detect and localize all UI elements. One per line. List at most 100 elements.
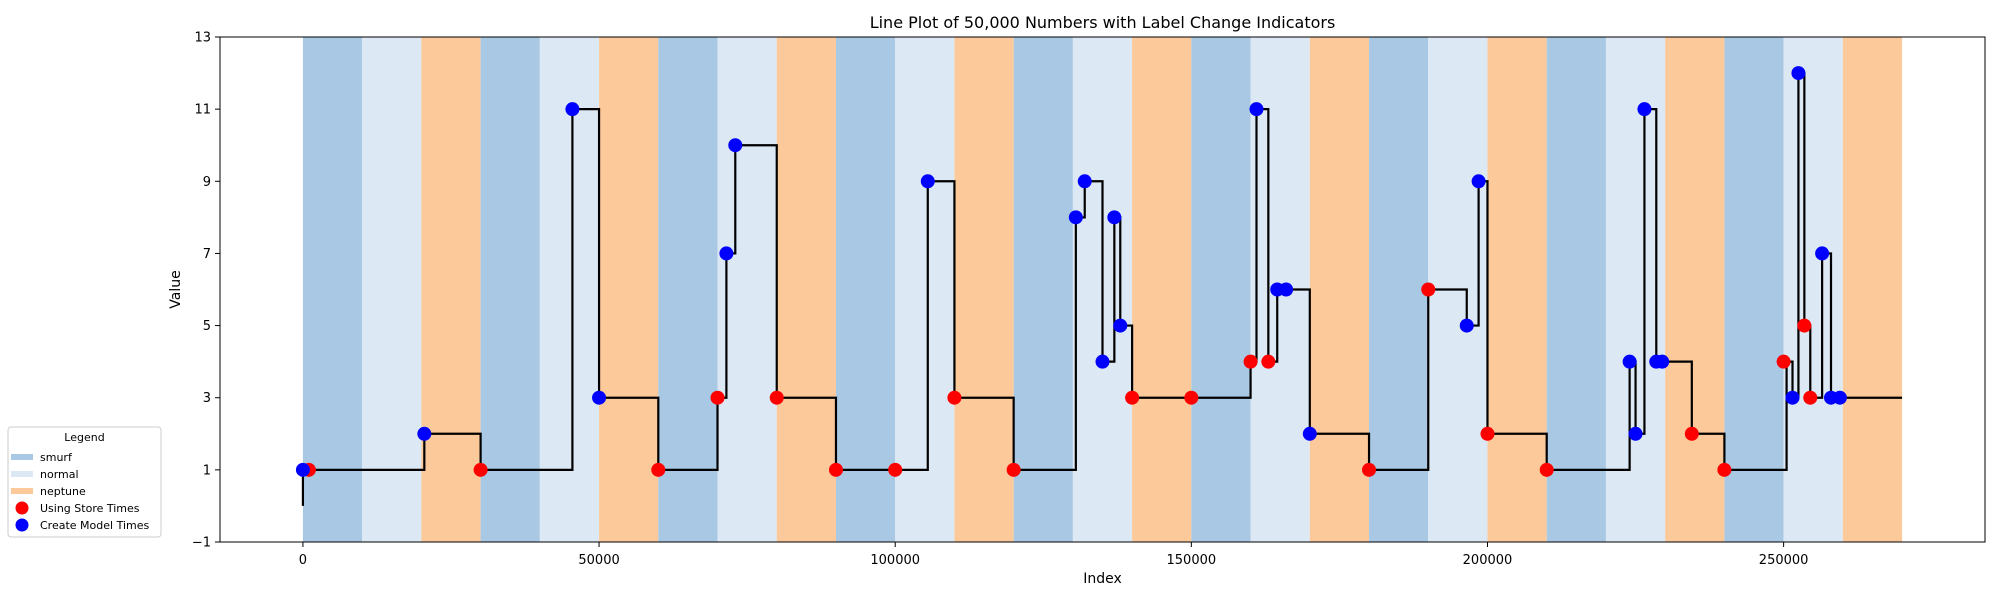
legend-label: Using Store Times (40, 502, 140, 515)
region-neptune-17 (1309, 37, 1370, 542)
legend-label: smurf (40, 451, 73, 464)
y-tick-label: 11 (194, 103, 211, 118)
store-time-point-10 (1184, 390, 1199, 405)
model-time-point-4 (719, 246, 734, 261)
x-tick-label: 100000 (870, 553, 920, 568)
model-time-point-7 (1068, 210, 1083, 225)
region-smurf-18 (1369, 37, 1429, 542)
region-smurf-9 (835, 37, 896, 542)
model-time-point-14 (1279, 282, 1294, 297)
region-normal-10 (895, 37, 955, 542)
legend-swatch-smurf (11, 454, 33, 460)
store-time-point-18 (1717, 462, 1732, 477)
region-normal-1 (362, 37, 422, 542)
model-time-point-18 (1622, 354, 1637, 369)
model-time-point-2 (565, 102, 580, 117)
y-tick-label: −1 (192, 536, 211, 551)
region-neptune-11 (954, 37, 1014, 542)
region-neptune-26 (1842, 37, 1903, 542)
store-time-point-21 (1803, 390, 1818, 405)
legend-label: Create Model Times (40, 519, 149, 532)
model-time-point-24 (1791, 66, 1806, 81)
x-tick-label: 150000 (1167, 553, 1217, 568)
model-time-point-19 (1628, 426, 1643, 441)
model-time-point-12 (1249, 102, 1264, 117)
model-time-point-16 (1459, 318, 1474, 333)
region-neptune-5 (599, 37, 659, 542)
y-tick-label: 13 (194, 31, 211, 46)
store-time-point-1 (473, 462, 488, 477)
model-time-point-17 (1471, 174, 1486, 189)
store-time-point-2 (651, 462, 666, 477)
legend-marker (15, 501, 29, 515)
store-time-point-6 (888, 462, 903, 477)
store-time-point-19 (1776, 354, 1791, 369)
store-time-point-13 (1362, 462, 1377, 477)
legend: Legend smurf normal neptune Using Store Tim… (7, 426, 162, 538)
region-normal-4 (539, 37, 600, 542)
store-time-point-8 (1006, 462, 1021, 477)
model-time-point-9 (1095, 354, 1110, 369)
model-time-point-25 (1815, 246, 1830, 261)
region-smurf-15 (1191, 37, 1251, 542)
model-time-point-22 (1655, 354, 1670, 369)
legend-label: neptune (40, 485, 86, 498)
store-time-point-7 (947, 390, 962, 405)
legend-title: Legend (64, 431, 104, 444)
store-time-point-17 (1684, 426, 1699, 441)
model-time-point-20 (1637, 102, 1652, 117)
y-tick-label: 5 (203, 319, 211, 334)
model-time-point-27 (1832, 390, 1847, 405)
model-time-point-11 (1113, 318, 1128, 333)
store-time-point-16 (1539, 462, 1554, 477)
region-neptune-8 (776, 37, 836, 542)
legend-swatch-normal (11, 471, 33, 477)
model-time-point-3 (592, 390, 607, 405)
model-time-point-15 (1302, 426, 1317, 441)
legend-label: normal (40, 468, 79, 481)
plot-frame (219, 36, 1986, 543)
model-time-point-5 (728, 138, 743, 153)
model-time-point-1 (417, 426, 432, 441)
region-smurf-3 (480, 37, 540, 542)
model-time-point-0 (295, 462, 310, 477)
region-smurf-12 (1013, 37, 1073, 542)
y-tick-label: 1 (203, 463, 211, 478)
label-regions (302, 37, 1903, 542)
store-time-point-20 (1797, 318, 1812, 333)
model-time-point-6 (920, 174, 935, 189)
y-axis-label: Value (168, 270, 184, 308)
region-normal-25 (1783, 37, 1843, 542)
store-time-point-9 (1125, 390, 1140, 405)
legend-swatch-neptune (11, 488, 33, 494)
y-tick-label: 3 (203, 391, 211, 406)
legend-box (7, 426, 162, 538)
region-neptune-2 (421, 37, 481, 542)
store-time-point-5 (828, 462, 843, 477)
model-time-point-23 (1785, 390, 1800, 405)
x-axis-ticks: 0 50000 100000 150000 200000 250000 (299, 542, 1809, 568)
store-time-point-11 (1243, 354, 1258, 369)
chart-title: Line Plot of 50,000 Numbers with Label C… (870, 13, 1336, 32)
model-time-point-10 (1107, 210, 1122, 225)
legend-entries: smurf normal neptune Using Store Times Creat… (11, 451, 149, 532)
region-smurf-6 (658, 37, 718, 542)
step-line-series (301, 71, 1903, 506)
region-smurf-0 (302, 37, 363, 542)
model-time-point-8 (1077, 174, 1092, 189)
region-neptune-23 (1665, 37, 1725, 542)
store-time-point-15 (1480, 426, 1495, 441)
region-smurf-21 (1546, 37, 1606, 542)
x-tick-label: 50000 (578, 553, 619, 568)
y-tick-label: 9 (203, 175, 211, 190)
region-smurf-24 (1724, 37, 1784, 542)
store-time-point-4 (769, 390, 784, 405)
create-model-times-markers (295, 66, 1847, 477)
x-tick-label: 0 (299, 553, 307, 568)
x-tick-label: 250000 (1759, 553, 1809, 568)
store-time-point-14 (1421, 282, 1436, 297)
value-step-line (301, 71, 1903, 506)
y-tick-label: 7 (203, 247, 211, 262)
